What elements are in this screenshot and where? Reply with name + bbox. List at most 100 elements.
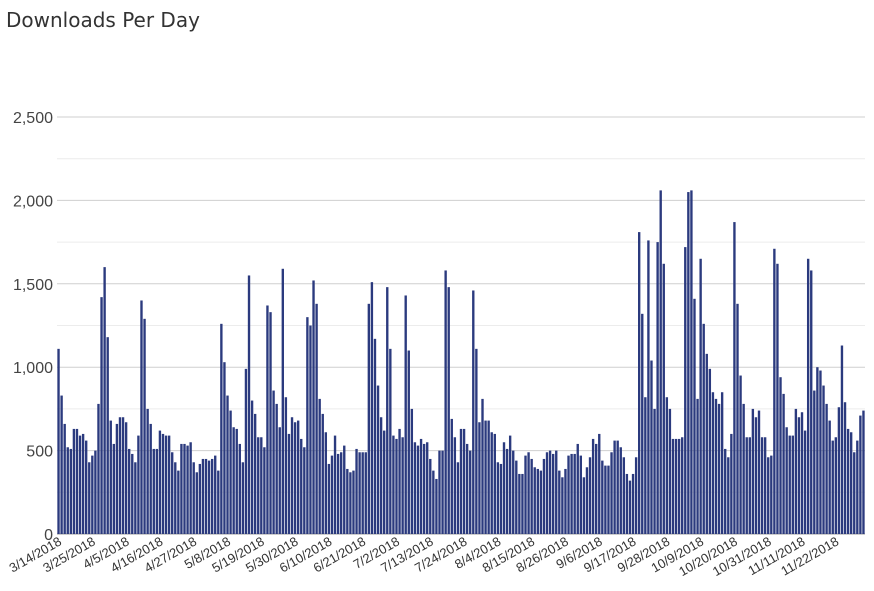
bar [395, 438, 398, 534]
bar [493, 433, 496, 534]
bar [773, 248, 776, 534]
bar [441, 450, 444, 534]
bar [278, 427, 281, 534]
bar [690, 190, 693, 534]
bar [619, 447, 622, 534]
bar [782, 393, 785, 534]
bar [481, 398, 484, 534]
bar [336, 453, 340, 534]
bar [324, 432, 328, 534]
bar [69, 448, 73, 534]
bar [444, 270, 447, 534]
bar [631, 473, 635, 534]
bar [601, 460, 604, 534]
bar [349, 472, 352, 534]
bar [134, 462, 137, 534]
bar [263, 447, 266, 534]
bar [379, 417, 383, 534]
bar [508, 435, 512, 534]
bar [189, 442, 192, 534]
bar [128, 448, 131, 534]
y-tick-label: 2,000 [13, 193, 53, 210]
bar [702, 323, 705, 534]
bar [66, 447, 69, 534]
bar [478, 422, 481, 534]
bar [536, 468, 539, 534]
bar [644, 397, 647, 534]
bar [315, 303, 318, 534]
bar [376, 385, 380, 534]
bar [183, 443, 186, 534]
bar [484, 420, 487, 534]
bar [373, 338, 377, 534]
bar [167, 435, 171, 534]
bar [235, 428, 238, 534]
bar [681, 437, 684, 534]
bar [143, 318, 146, 534]
bar [551, 453, 555, 534]
bar [401, 437, 404, 534]
bar [186, 445, 189, 534]
bar [687, 192, 690, 534]
bar [634, 457, 638, 534]
bar [585, 467, 589, 534]
bar [210, 458, 214, 534]
bar [161, 433, 165, 534]
bar [512, 450, 515, 534]
bar [232, 427, 235, 534]
bar [469, 450, 472, 534]
bars [57, 190, 865, 535]
bar [152, 448, 155, 534]
bar [422, 443, 426, 534]
bar [296, 420, 300, 534]
bar [155, 448, 159, 534]
bar [696, 398, 699, 534]
bar [192, 462, 195, 534]
bar [539, 470, 543, 534]
bar [158, 430, 162, 534]
bar [591, 438, 595, 534]
bar [100, 297, 103, 534]
bar [736, 303, 739, 534]
bar [545, 452, 549, 534]
bar [72, 428, 76, 534]
bar [410, 408, 414, 534]
bar [776, 263, 779, 534]
bar [426, 442, 429, 534]
bar [364, 452, 367, 534]
bar [724, 448, 727, 534]
bar [78, 435, 82, 534]
bar [287, 433, 291, 534]
bar [742, 403, 745, 534]
bar [751, 408, 755, 534]
bar [806, 258, 810, 534]
bar [413, 442, 417, 534]
bar [346, 468, 349, 534]
bar [226, 395, 229, 534]
bar [352, 470, 355, 534]
bar [407, 350, 410, 534]
bar [594, 443, 598, 534]
bar [558, 470, 561, 534]
bar [641, 313, 644, 534]
bar [284, 397, 288, 534]
bar [711, 392, 715, 534]
bar [659, 190, 662, 534]
bar [668, 408, 672, 534]
bar [88, 462, 91, 534]
bar [813, 390, 816, 534]
bar [201, 458, 205, 534]
bar [797, 417, 801, 534]
bar [662, 263, 665, 534]
bar [705, 353, 708, 534]
bar [779, 377, 782, 534]
bar [588, 457, 592, 534]
bar [370, 282, 374, 534]
bar [109, 420, 112, 534]
bar [628, 480, 632, 534]
bar [389, 348, 392, 534]
y-tick-label: 1,000 [13, 360, 53, 377]
bar [564, 468, 567, 534]
bar [241, 462, 245, 534]
bar [490, 432, 493, 534]
